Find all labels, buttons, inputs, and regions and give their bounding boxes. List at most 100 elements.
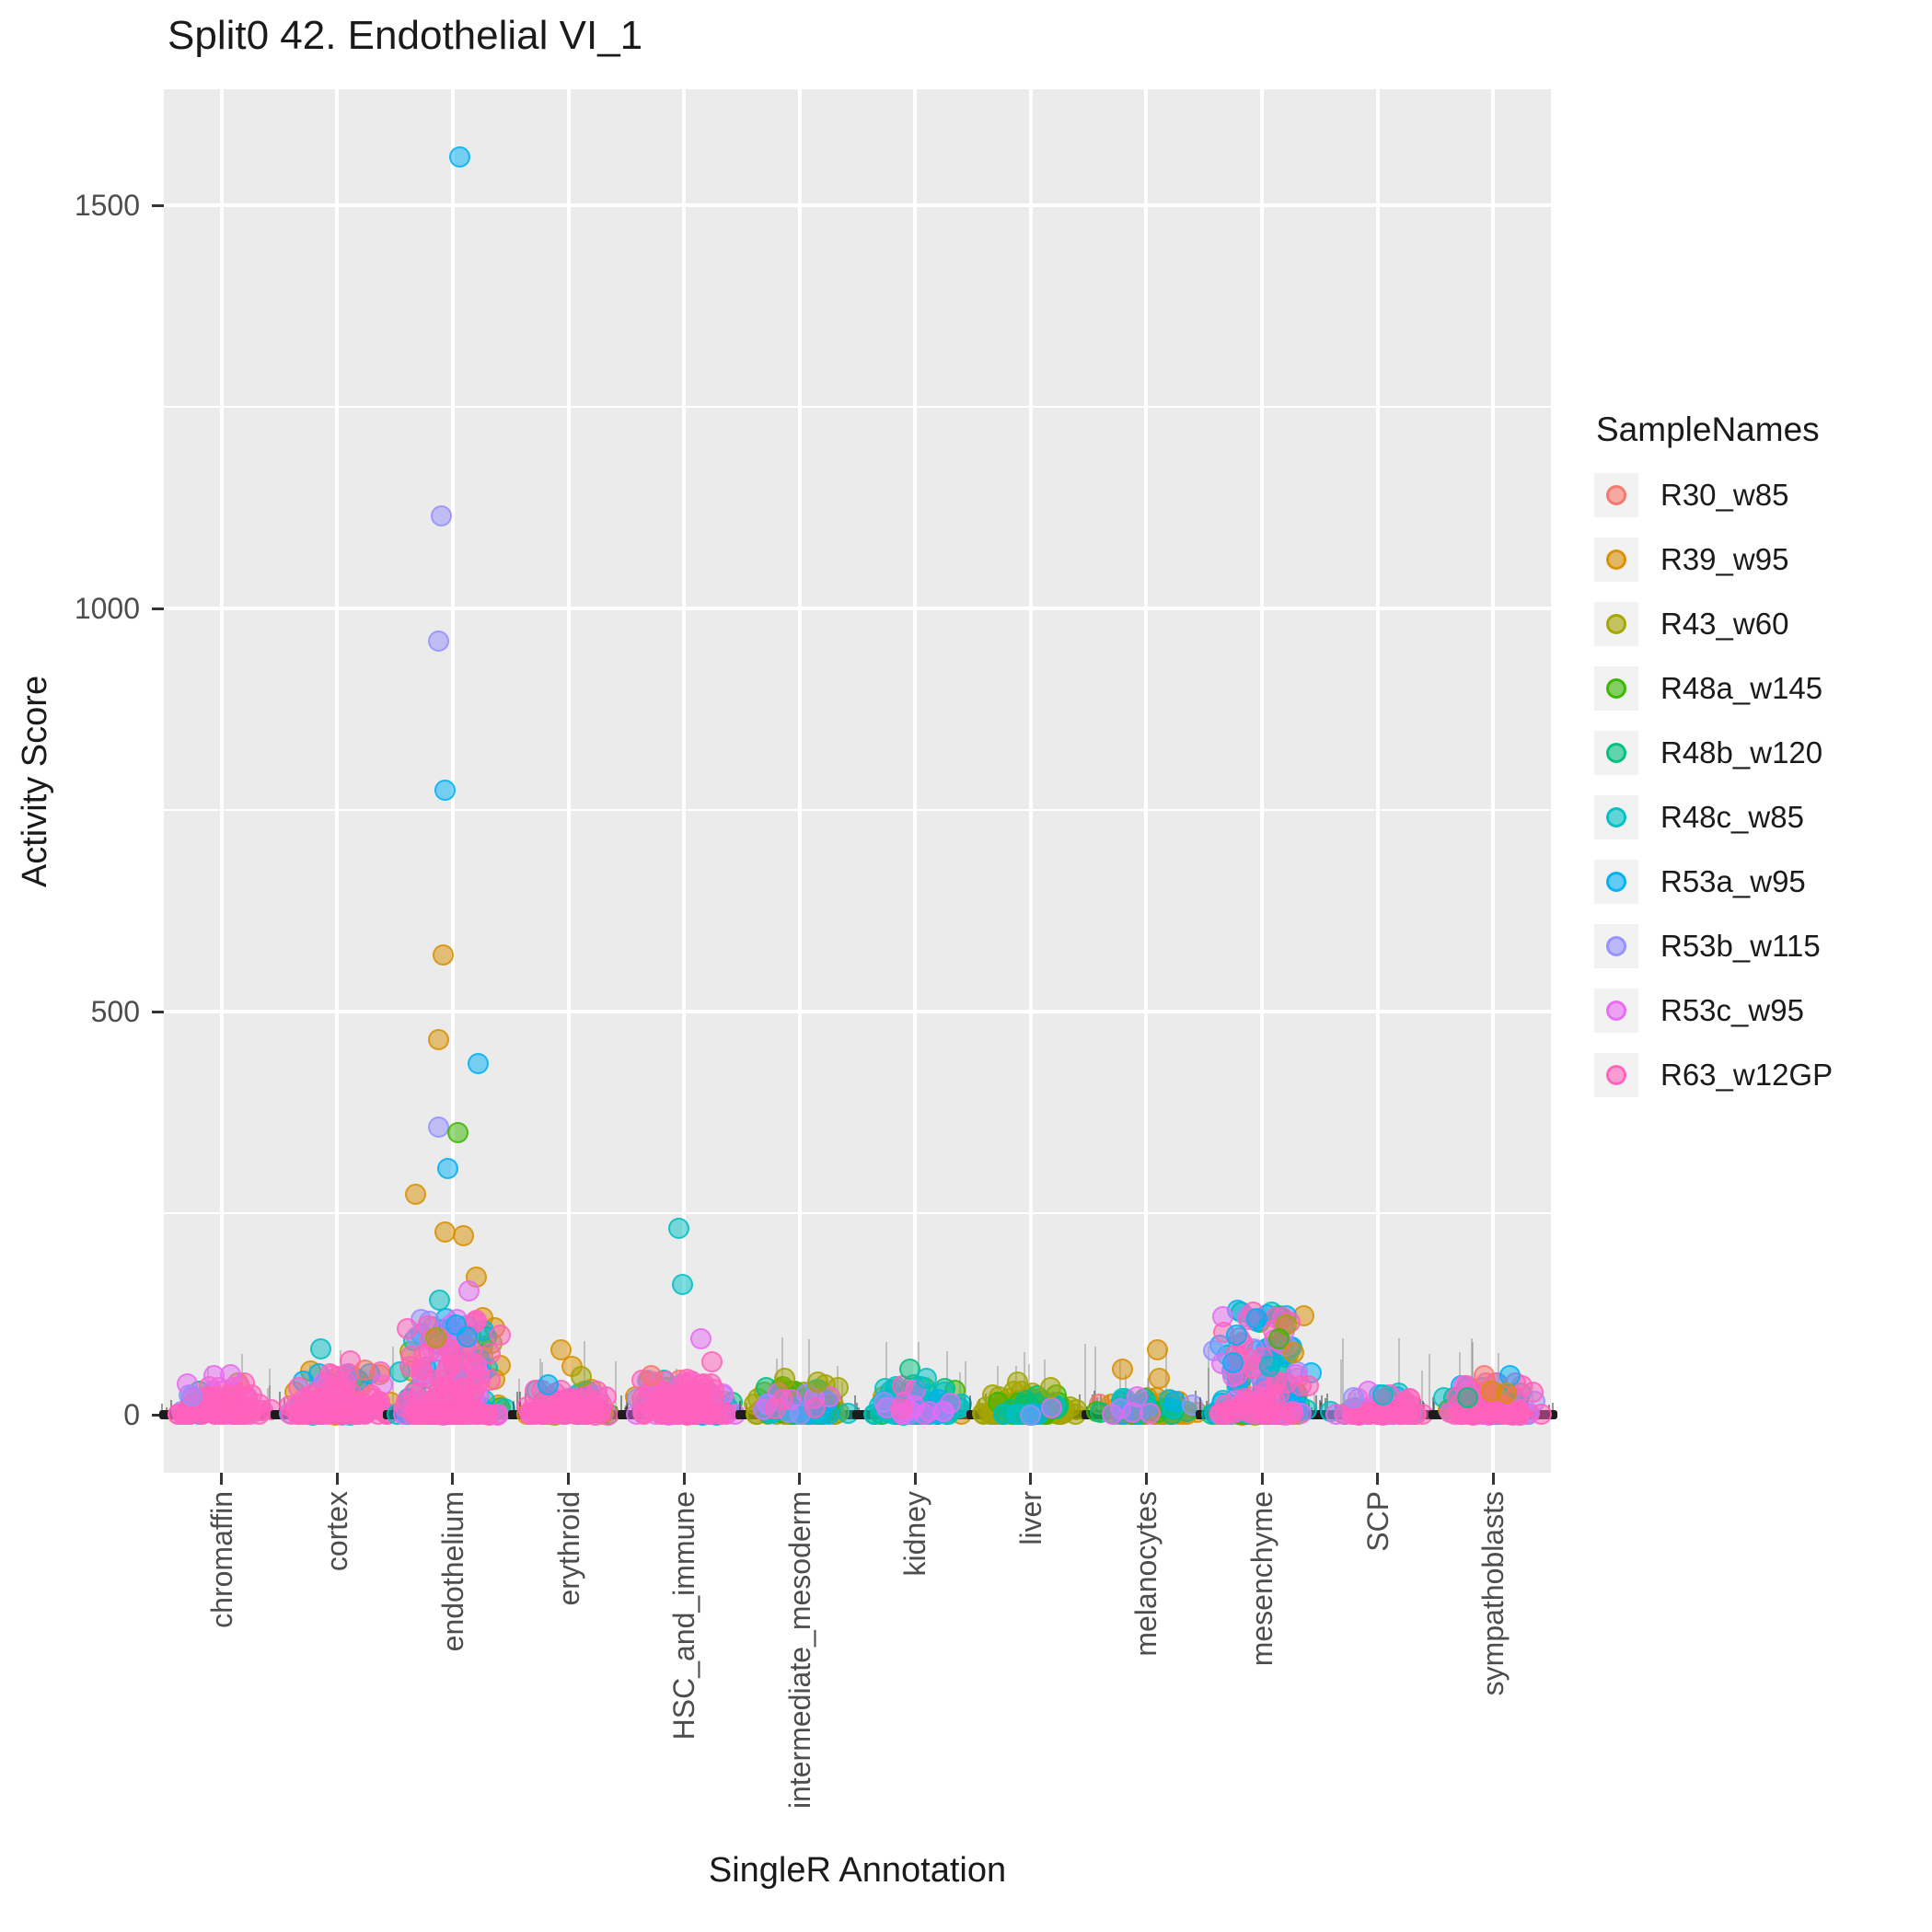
rug-stroke-tall (269, 1369, 272, 1411)
legend: SampleNames R30_w85 R39_w95 R43_w60 R48a_w1… (1594, 411, 1833, 1117)
cloud-point-R63_w12GP (661, 1392, 683, 1414)
legend-label: R39_w95 (1660, 542, 1789, 576)
rug-stroke-tall (1083, 1343, 1086, 1411)
x-major-gridline (1144, 89, 1149, 1473)
y-axis-tick (152, 607, 164, 610)
outlier-point-R39_w95 (1282, 1342, 1304, 1364)
outlier-point-R48c_w85 (1372, 1383, 1394, 1406)
outlier-point-R48c_w85 (671, 1274, 693, 1296)
x-axis-tick (220, 1473, 224, 1485)
x-tick-label-sympathoblasts: sympathoblasts (1476, 1491, 1510, 1696)
rug-stroke (513, 1400, 515, 1411)
cloud-point-R63_w12GP (458, 1402, 480, 1424)
outlier-point-R48c_w85 (915, 1368, 937, 1390)
legend-item-R48b_w120: R48b_w120 (1594, 731, 1833, 775)
outlier-point-R53a_w95 (1221, 1351, 1244, 1373)
legend-item-R30_w85: R30_w85 (1594, 473, 1833, 517)
legend-swatch-icon (1606, 1065, 1626, 1085)
legend-label: R48b_w120 (1660, 735, 1823, 769)
legend-label: R30_w85 (1660, 478, 1789, 512)
outlier-point-R53a_w95 (1225, 1324, 1247, 1346)
x-axis-tick (1144, 1473, 1148, 1485)
legend-key (1594, 1053, 1638, 1097)
x-axis-tick (798, 1473, 802, 1485)
y-major-gridline (164, 607, 1551, 610)
cloud-point-R63_w12GP (673, 1372, 695, 1394)
x-major-gridline (913, 89, 918, 1473)
x-axis-tick (1260, 1473, 1264, 1485)
cloud-point-R63_w12GP (405, 1404, 427, 1426)
cloud-point-R63_w12GP (362, 1388, 384, 1410)
legend-item-R43_w60: R43_w60 (1594, 602, 1833, 646)
rug-stroke-tall (1428, 1354, 1430, 1411)
x-axis-title: SingleR Annotation (708, 1851, 1007, 1890)
cloud-point-R63_w12GP (1359, 1403, 1381, 1425)
cloud-point-R63_w12GP (344, 1398, 366, 1420)
cloud-point-R63_w12GP (288, 1402, 310, 1424)
outlier-point-R53b_w115 (428, 630, 450, 652)
outlier-point-R48c_w85 (1258, 1355, 1280, 1377)
outlier-point-R48b_w120 (1456, 1387, 1478, 1409)
y-tick-label: 1500 (74, 189, 140, 222)
outlier-point-R53a_w95 (1245, 1308, 1267, 1330)
legend-key (1594, 666, 1638, 711)
legend-key (1594, 924, 1638, 968)
cloud-point-R63_w12GP (480, 1370, 502, 1392)
plot-panel (164, 89, 1551, 1473)
legend-key (1594, 538, 1638, 582)
cloud-point-R63_w12GP (1510, 1404, 1532, 1426)
x-tick-label-melanocytes: melanocytes (1129, 1491, 1163, 1657)
y-minor-gridline (164, 809, 1551, 811)
x-major-gridline (1260, 89, 1265, 1473)
outlier-point-R39_w95 (1495, 1382, 1517, 1404)
outlier-point-R53c_w95 (689, 1328, 711, 1350)
cloud-point-R63_w12GP (585, 1380, 607, 1402)
rug-stroke (620, 1394, 623, 1411)
legend-item-R53b_w115: R53b_w115 (1594, 924, 1833, 968)
legend-label: R53c_w95 (1660, 993, 1804, 1027)
legend-label: R48c_w85 (1660, 800, 1804, 834)
cloud-point-R63_w12GP (479, 1343, 501, 1365)
legend-key (1594, 731, 1638, 775)
legend-label: R48a_w145 (1660, 671, 1823, 705)
rug-stroke (624, 1405, 627, 1411)
x-axis-tick (913, 1473, 917, 1485)
x-major-gridline (1491, 89, 1496, 1473)
cloud-point-R63_w12GP (399, 1346, 422, 1367)
cloud-point-R63_w12GP (1226, 1397, 1248, 1419)
cloud-point-R63_w12GP (220, 1398, 242, 1420)
x-tick-label-mesenchyme: mesenchyme (1245, 1491, 1279, 1667)
x-tick-label-HSC_and_immune: HSC_and_immune (667, 1491, 701, 1741)
y-tick-label: 0 (123, 1398, 140, 1431)
outlier-point-R43_w60 (1040, 1376, 1062, 1398)
legend-key (1594, 795, 1638, 839)
legend-item-R39_w95: R39_w95 (1594, 538, 1833, 582)
y-tick-label: 500 (90, 995, 140, 1028)
outlier-point-R39_w95 (1148, 1368, 1170, 1390)
rug-stroke (161, 1404, 164, 1411)
outlier-point-R53a_w95 (434, 779, 457, 801)
x-major-gridline (1028, 89, 1033, 1473)
cloud-point-R63_w12GP (632, 1402, 654, 1423)
y-axis-tick (152, 1010, 164, 1013)
x-tick-label-cortex: cortex (320, 1491, 354, 1572)
legend-swatch-icon (1606, 807, 1626, 827)
legend-item-R48a_w145: R48a_w145 (1594, 666, 1833, 711)
legend-key (1594, 989, 1638, 1033)
x-major-gridline (1375, 89, 1380, 1473)
plot-title: Split0 42. Endothelial VI_1 (168, 13, 643, 58)
legend-key (1594, 860, 1638, 904)
x-axis-tick (335, 1473, 339, 1485)
x-tick-label-SCP: SCP (1360, 1491, 1394, 1552)
cloud-point-R63_w12GP (489, 1324, 511, 1346)
y-tick-label: 1000 (74, 592, 140, 625)
legend-item-R53c_w95: R53c_w95 (1594, 989, 1833, 1033)
outlier-point-R53c_w95 (458, 1279, 480, 1301)
x-tick-label-kidney: kidney (898, 1491, 932, 1577)
x-axis-tick (1491, 1473, 1495, 1485)
cloud-point-R63_w12GP (199, 1395, 221, 1417)
x-major-gridline (797, 89, 802, 1473)
rug-stroke-tall (517, 1379, 520, 1411)
x-tick-label-endothelium: endothelium (435, 1491, 469, 1652)
x-tick-label-intermediate_mesoderm: intermediate_mesoderm (782, 1491, 816, 1810)
